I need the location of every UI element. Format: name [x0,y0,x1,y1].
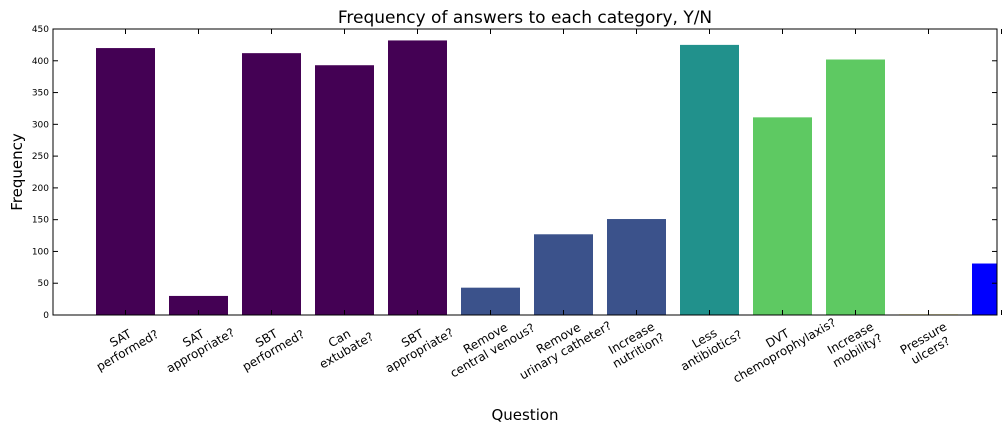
x-tick-label: Pressureulcers? [898,319,956,369]
y-tick-label: 300 [32,120,49,130]
y-tick-label: 400 [32,57,49,67]
plot-frame [52,28,998,316]
y-tick-label: 350 [32,89,49,99]
y-axis: 0 50 100 150 200 250 300 350 400 450 [32,25,997,321]
y-tick-label: 250 [32,152,49,162]
y-tick-label: 100 [32,247,49,257]
x-tick-label: Lessantibiotics? [671,315,744,374]
bar-4 [388,40,447,315]
y-tick-label: 150 [32,216,49,226]
x-tick-label: SBTperformed? [233,315,307,374]
y-tick-label: 450 [32,25,49,35]
bar-1 [169,295,228,315]
y-axis-title: Frequency [8,133,26,211]
x-tick-label: SATperformed? [87,315,161,374]
y-tick-label: 50 [38,279,50,289]
x-tick-label: DVTchemoprophylaxis? [724,303,839,385]
bar-12 [972,263,997,315]
bar-6 [534,234,593,315]
y-tick-label: 0 [43,311,49,321]
bar-8 [680,44,739,315]
bar-3 [315,65,374,315]
bar-0 [96,48,155,315]
y-tick-label: 200 [32,184,49,194]
bars-group [96,40,997,315]
bar-7 [607,219,666,315]
chart-title: Frequency of answers to each category, Y… [338,8,712,28]
x-tick-label: SATappropriate? [157,313,237,375]
x-tick-label: SBTappropriate? [376,313,456,375]
x-tick-label: Canextubate? [310,317,376,371]
x-axis-title: Question [491,406,558,424]
bar-10 [826,59,885,315]
x-tick-label: Removeurinary catheter? [510,306,614,382]
bar-9 [753,117,812,315]
x-tick-label: Increasenutrition? [603,318,667,371]
bar-2 [242,53,301,315]
